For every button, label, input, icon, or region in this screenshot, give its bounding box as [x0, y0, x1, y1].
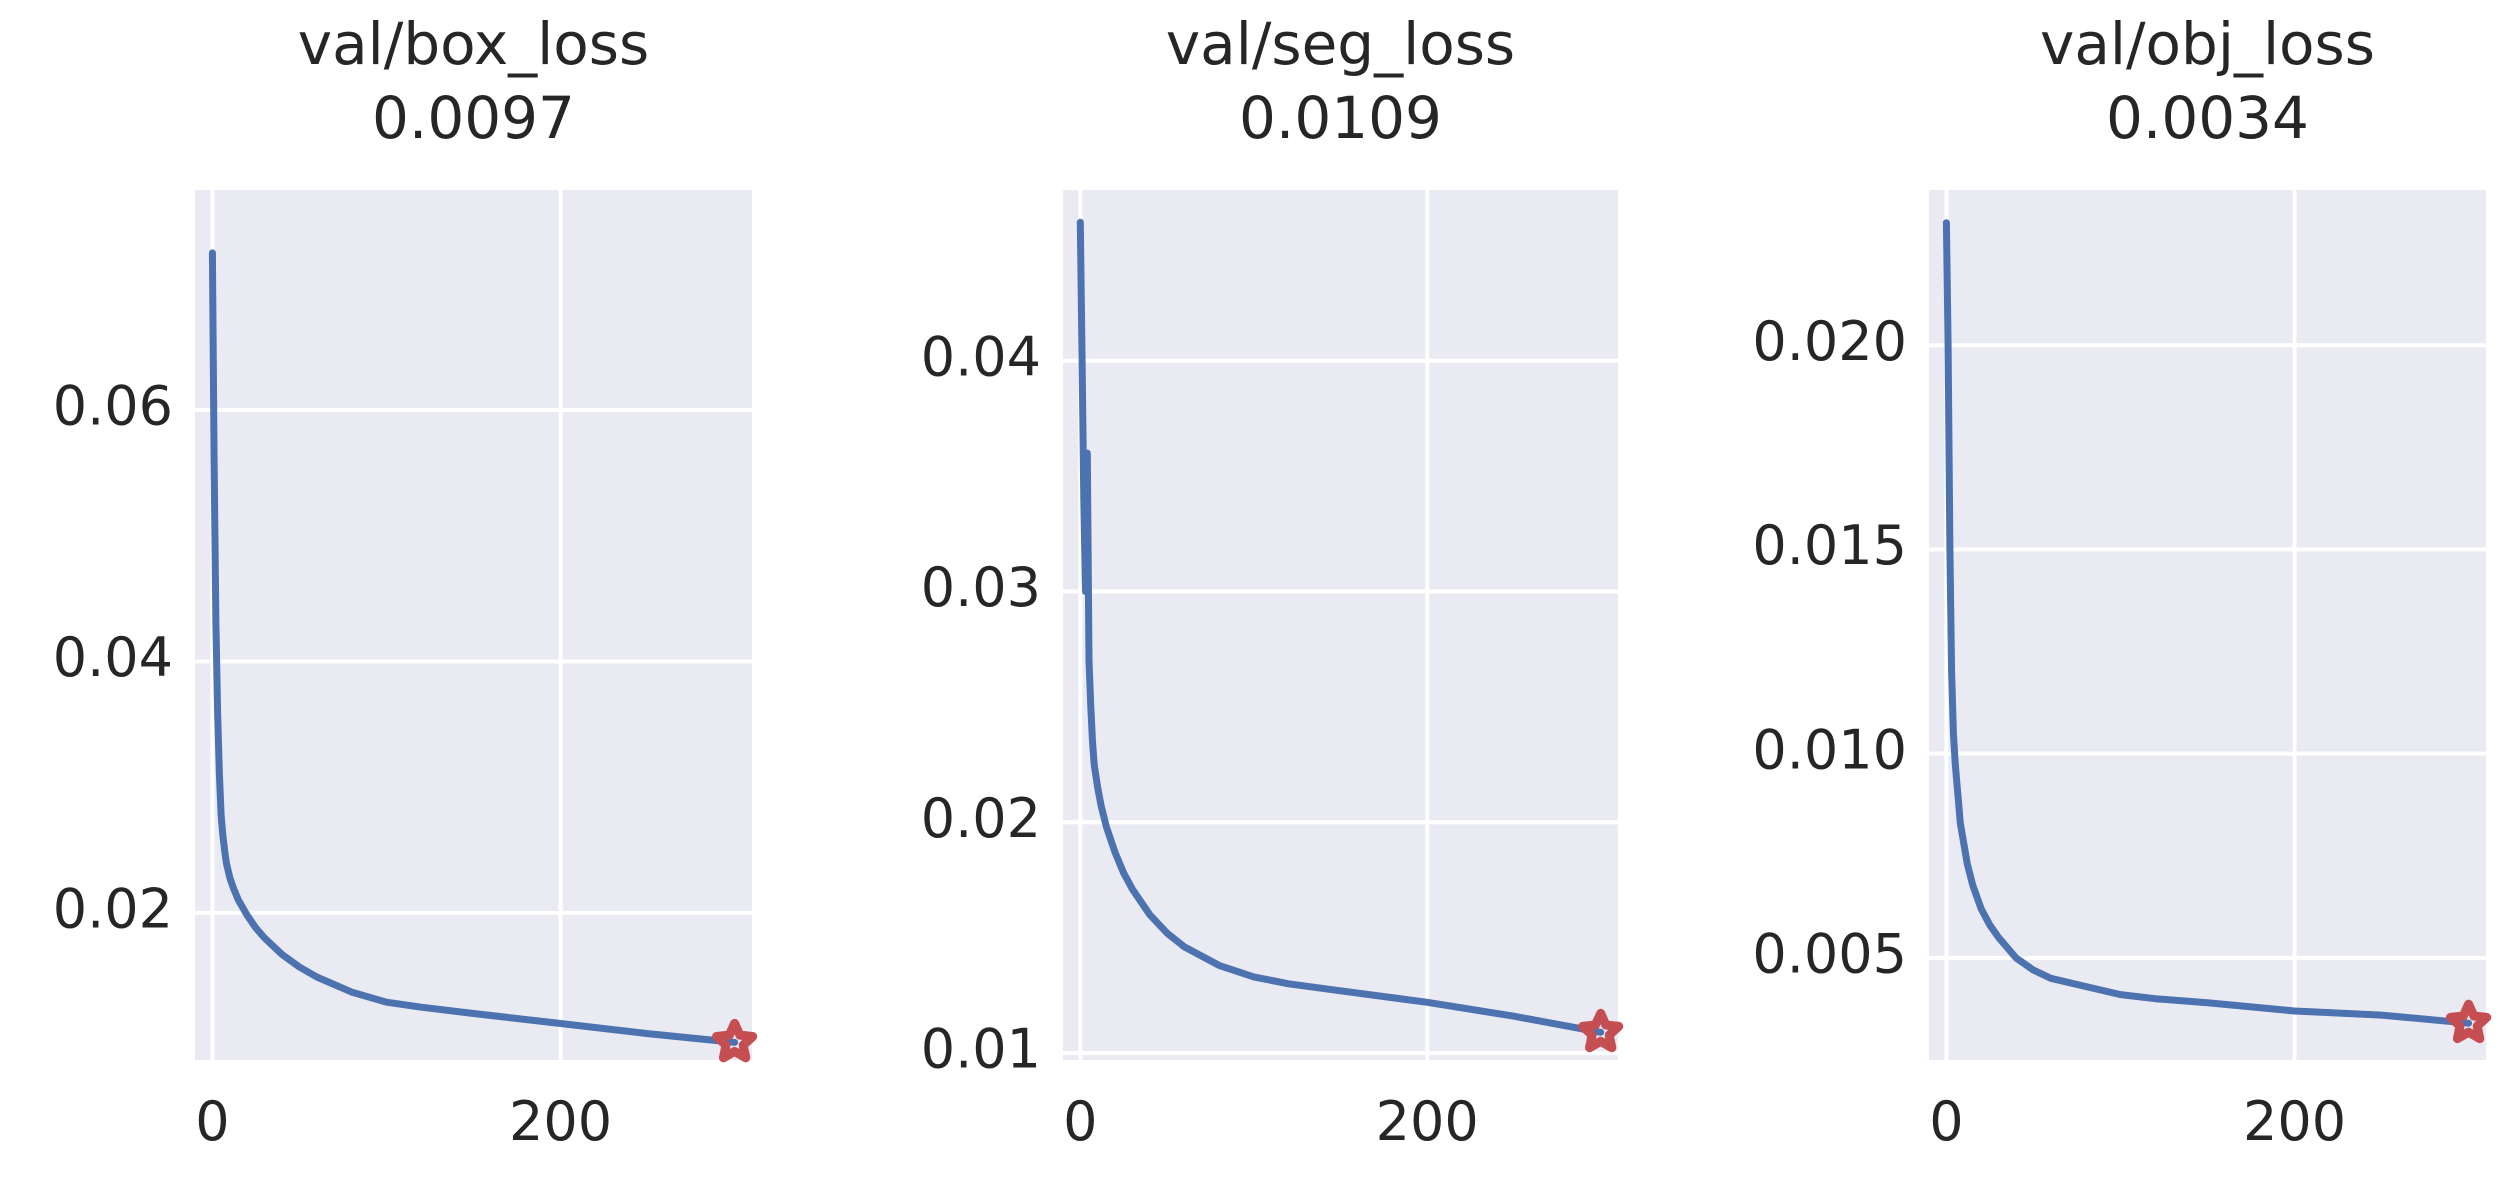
plot-area-box-loss — [195, 190, 752, 1060]
chart-panel-seg-loss: val/seg_loss 0.0109 0 200 0.01 0.02 0.03 0.04 — [921, 10, 1624, 1153]
chart-title-box-loss: val/box_loss — [298, 10, 649, 78]
ticks-seg-loss: 0 200 0.01 0.02 0.03 0.04 — [921, 325, 1479, 1153]
x-tick-label: 0 — [1063, 1090, 1097, 1153]
chart-title-obj-loss: val/obj_loss — [2040, 10, 2375, 78]
chart-subtitle-box-loss: 0.0097 — [372, 84, 575, 152]
y-tick-label: 0.015 — [1752, 514, 1907, 577]
y-tick-label: 0.03 — [921, 556, 1041, 619]
x-tick-label: 0 — [195, 1090, 229, 1153]
y-tick-label: 0.01 — [921, 1018, 1041, 1081]
y-tick-label: 0.06 — [53, 375, 173, 438]
series-box-loss — [208, 249, 758, 1063]
x-tick-label: 200 — [1376, 1090, 1479, 1153]
series-line-box-loss — [208, 249, 739, 1046]
grid-box-loss — [195, 190, 752, 1060]
plot-area-obj-loss — [1929, 190, 2486, 1060]
chart-subtitle-seg-loss: 0.0109 — [1239, 84, 1442, 152]
chart-panel-box-loss: val/box_loss 0.0097 0 200 0.02 0.04 0.06 — [53, 10, 758, 1153]
series-line-seg-loss — [1076, 218, 1605, 1036]
plot-area-seg-loss — [1063, 190, 1618, 1060]
x-tick-label: 0 — [1929, 1090, 1963, 1153]
ticks-box-loss: 0 200 0.02 0.04 0.06 — [53, 375, 612, 1153]
y-tick-label: 0.005 — [1752, 923, 1907, 986]
best-value-star-marker — [2446, 999, 2492, 1044]
series-seg-loss — [1076, 218, 1624, 1053]
x-tick-label: 200 — [2243, 1090, 2346, 1153]
y-tick-label: 0.010 — [1752, 718, 1907, 781]
series-obj-loss — [1942, 219, 2492, 1044]
ticks-obj-loss: 0 200 0.005 0.010 0.015 0.020 — [1752, 310, 2346, 1153]
chart-title-seg-loss: val/seg_loss — [1166, 10, 1515, 78]
best-value-star-marker — [712, 1018, 758, 1063]
chart-subtitle-obj-loss: 0.0034 — [2106, 84, 2309, 152]
chart-panel-obj-loss: val/obj_loss 0.0034 0 2000.0050.0100.0150… — [1752, 10, 2492, 1153]
best-value-star-marker — [1578, 1008, 1624, 1053]
x-tick-label: 200 — [509, 1090, 612, 1153]
series-line-obj-loss — [1942, 219, 2473, 1027]
y-tick-label: 0.02 — [921, 787, 1041, 850]
grid-seg-loss — [1063, 190, 1618, 1060]
y-tick-label: 0.04 — [53, 626, 173, 689]
y-tick-label: 0.02 — [53, 878, 173, 941]
y-tick-label: 0.04 — [921, 325, 1041, 388]
y-tick-label: 0.020 — [1752, 310, 1907, 373]
